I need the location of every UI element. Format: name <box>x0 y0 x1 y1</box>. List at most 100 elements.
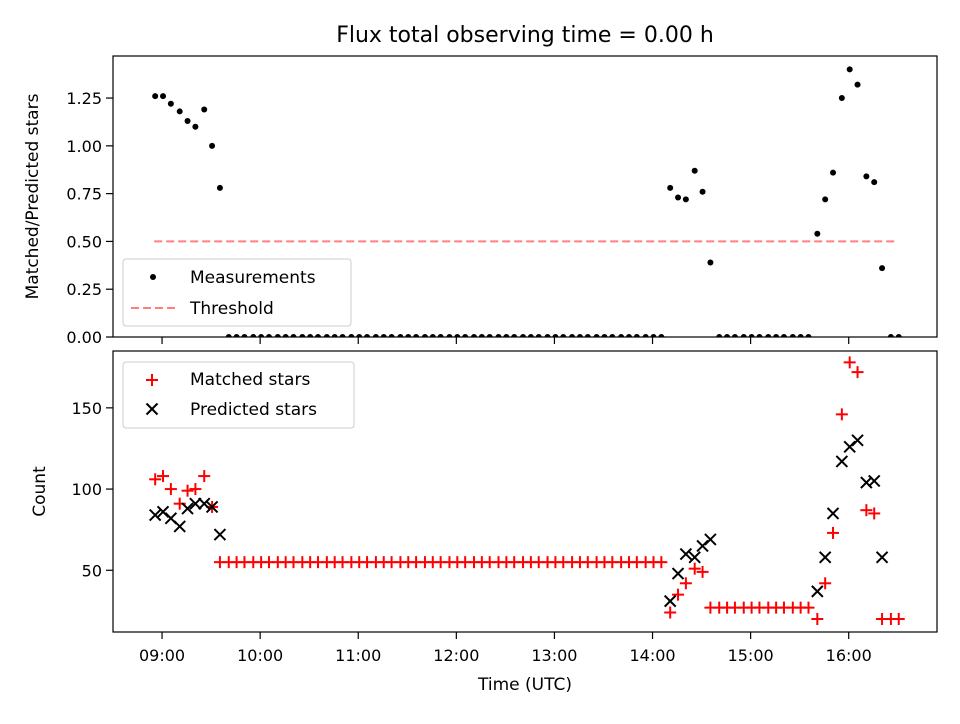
bottom-panel: 09:00 10:00 11:00 12:00 13:00 14:00 15:00 16:00… <box>30 350 938 695</box>
measurement-point <box>356 334 363 337</box>
measurement-point <box>756 334 763 337</box>
predicted-star-stroke <box>671 567 685 580</box>
predicted-star-stroke <box>663 594 677 608</box>
measurement-point <box>364 334 371 337</box>
measurement-point <box>748 334 755 337</box>
matched-star-point <box>811 613 824 626</box>
measurement-point <box>167 100 174 107</box>
measurement-point <box>618 334 625 337</box>
measurement-point <box>846 66 853 73</box>
matched-star-point <box>157 470 170 483</box>
matched-star-point <box>149 473 162 486</box>
measurement-point <box>830 169 837 176</box>
predicted-star-point <box>189 497 202 510</box>
predicted-star-point <box>679 547 693 561</box>
predicted-star-stroke <box>156 505 170 519</box>
legend-box <box>122 258 352 327</box>
measurement-point <box>495 334 502 337</box>
measurement-point <box>838 95 845 102</box>
measurement-point <box>201 106 208 113</box>
legend-box <box>122 361 355 429</box>
matched-star-point <box>696 565 709 578</box>
measurement-point <box>560 334 567 337</box>
measurement-point <box>421 334 428 337</box>
predicted-star-point <box>818 551 832 564</box>
measurement-point <box>724 334 731 337</box>
measurement-point <box>446 334 453 337</box>
x-tick-label: 12:00 <box>433 646 479 665</box>
y-tick-label: 0.75 <box>66 185 102 204</box>
matched-star-point <box>843 356 856 369</box>
measurement-point <box>731 334 738 337</box>
measurement-point <box>299 334 306 337</box>
measurement-point <box>478 334 485 337</box>
measurement-point <box>486 334 493 337</box>
matched-star-point <box>819 577 832 590</box>
x-tick-label: 13:00 <box>531 646 577 665</box>
measurement-point <box>462 334 469 337</box>
measurement-point <box>192 123 199 130</box>
matched-star-point <box>827 526 840 539</box>
measurement-point <box>331 334 338 337</box>
plot-frame <box>112 350 938 633</box>
y-axis-label: Matched/Predicted stars <box>23 93 43 299</box>
measurement-point <box>323 334 330 337</box>
measurement-point <box>233 334 240 337</box>
legend-measurements-marker <box>150 274 156 280</box>
measurement-point <box>160 93 167 100</box>
x-tick-label: 15:00 <box>728 646 774 665</box>
measurement-point <box>290 334 297 337</box>
measurement-point <box>642 334 649 337</box>
measurement-point <box>397 334 404 337</box>
measurement-point <box>593 334 600 337</box>
measurement-point <box>216 184 223 191</box>
predicted-star-point <box>181 502 194 515</box>
predicted-star-stroke <box>851 434 864 447</box>
measurement-point <box>601 334 608 337</box>
predicted-star-stroke <box>811 585 824 598</box>
matched-star-point <box>851 366 864 379</box>
x-tick-label: 11:00 <box>335 646 381 665</box>
measurement-point <box>667 184 674 191</box>
x-tick-label: 14:00 <box>629 646 675 665</box>
measurement-point <box>454 334 461 337</box>
predicted-star-stroke <box>173 520 186 533</box>
measurement-point <box>805 334 812 337</box>
predicted-star-point <box>875 551 889 564</box>
measurement-point <box>740 334 747 337</box>
predicted-star-point <box>835 455 849 468</box>
measurement-point <box>822 196 829 203</box>
measurement-point <box>184 117 191 124</box>
predicted-star-stroke <box>835 455 849 468</box>
predicted-star-stroke <box>148 508 162 522</box>
measurement-point <box>691 167 698 174</box>
matched-star-point <box>679 577 692 590</box>
measurement-point <box>282 334 289 337</box>
matched-star-point <box>672 588 685 601</box>
measurement-point <box>176 108 183 115</box>
measurement-point <box>797 334 804 337</box>
measurement-point <box>437 334 444 337</box>
predicted-star-point <box>811 585 824 598</box>
measurement-point <box>895 334 902 337</box>
measurement-point <box>388 334 395 337</box>
measurement-point <box>307 334 314 337</box>
predicted-star-point <box>688 551 701 564</box>
predicted-star-stroke <box>704 533 717 546</box>
predicted-star-stroke <box>860 476 873 489</box>
matched-star-point <box>892 613 905 626</box>
measurement-point <box>274 334 281 337</box>
y-tick-label: 0.25 <box>66 280 102 299</box>
measurement-point <box>225 334 232 337</box>
measurement-point <box>348 334 355 337</box>
predicted-star-point <box>671 567 685 580</box>
x-axis-label: Time (UTC) <box>477 675 572 695</box>
measurement-point <box>258 334 265 337</box>
predicted-star-stroke <box>181 502 194 515</box>
chart-title: Flux total observing time = 0.00 h <box>336 23 714 48</box>
matched-star-point <box>198 470 211 483</box>
data-marks <box>152 66 902 337</box>
measurement-point <box>780 334 787 337</box>
y-tick-label: 100 <box>71 480 102 499</box>
measurement-point <box>535 334 542 337</box>
